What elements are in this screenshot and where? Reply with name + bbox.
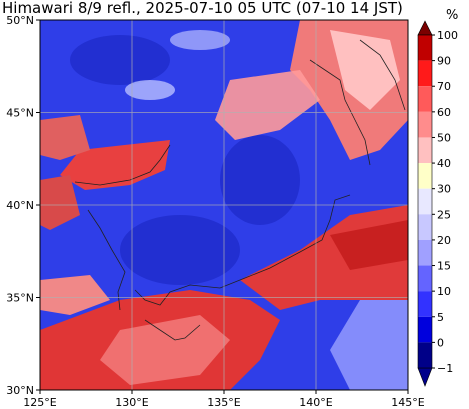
lat-label: 40°N	[6, 199, 34, 212]
low-reflectivity-patches	[70, 35, 300, 285]
colorbar-label: 60	[437, 106, 451, 119]
colorbar-under-arrow	[417, 367, 433, 387]
colorbar-segment	[418, 291, 432, 317]
colorbar-label: 15	[437, 260, 451, 273]
colorbar-label: 40	[437, 157, 451, 170]
colorbar-segment	[418, 111, 432, 138]
lat-label: 35°N	[6, 292, 34, 305]
colorbar-over-arrow	[417, 20, 433, 36]
colorbar-label: 100	[437, 29, 458, 42]
colorbar-label: 25	[437, 208, 451, 221]
graticule	[40, 20, 408, 390]
lat-label: 45°N	[6, 107, 34, 120]
colorbar-label: 30	[437, 183, 451, 196]
cloud-areas	[40, 20, 408, 390]
colorbar-unit: %	[446, 8, 459, 23]
colorbar-segment	[418, 35, 432, 61]
colorbar-segment	[418, 214, 432, 240]
colorbar-label: 90	[437, 55, 451, 68]
colorbar-label: 70	[437, 80, 451, 93]
colorbar-segment	[418, 86, 432, 112]
lon-label: 125°E	[23, 396, 56, 409]
colorbar-frame	[417, 34, 433, 369]
colorbar-label: 50	[437, 131, 451, 144]
lon-label: 130°E	[115, 396, 148, 409]
colorbar-segment	[418, 60, 432, 87]
colorbar-label: 10	[437, 285, 451, 298]
colorbar-label: 5	[437, 311, 444, 324]
lon-label: 145°E	[391, 396, 424, 409]
map-title: Himawari 8/9 refl., 2025-07-10 05 UTC (0…	[2, 0, 403, 17]
colorbar-segment	[418, 137, 432, 164]
lat-label: 30°N	[6, 384, 34, 397]
lon-label: 135°E	[207, 396, 240, 409]
colorbar-label: 20	[437, 234, 451, 247]
colorbar-segment	[418, 265, 432, 292]
colorbar-segment	[418, 163, 432, 189]
lat-label: 50°N	[6, 14, 34, 27]
colorbar-label: 0	[437, 336, 444, 349]
colorbar-label: −1	[437, 362, 453, 375]
coastlines	[74, 39, 406, 341]
lon-label: 140°E	[299, 396, 332, 409]
colorbar-segment	[418, 342, 432, 368]
colorbar-segment	[418, 316, 432, 343]
colorbar-segment	[418, 188, 432, 215]
colorbar-segment	[418, 239, 432, 266]
